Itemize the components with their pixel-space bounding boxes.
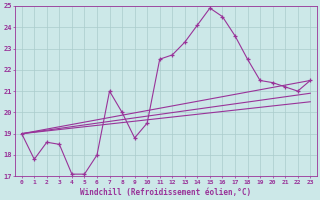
X-axis label: Windchill (Refroidissement éolien,°C): Windchill (Refroidissement éolien,°C) xyxy=(80,188,252,197)
